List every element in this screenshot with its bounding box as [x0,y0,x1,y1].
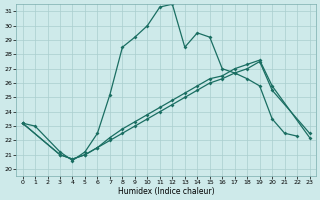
X-axis label: Humidex (Indice chaleur): Humidex (Indice chaleur) [118,187,214,196]
